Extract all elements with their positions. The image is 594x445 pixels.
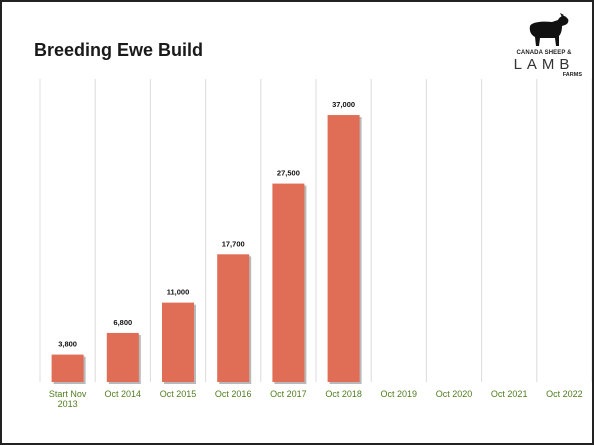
- x-tick-label: Oct 2015: [160, 389, 197, 399]
- bar: [272, 183, 305, 382]
- data-label: 3,800: [58, 340, 77, 349]
- x-tick-label: 2013: [58, 399, 78, 409]
- x-tick-label: Oct 2018: [325, 389, 362, 399]
- bar: [51, 354, 84, 382]
- data-label: 11,000: [167, 288, 190, 297]
- page-title: Breeding Ewe Build: [34, 40, 204, 60]
- x-tick-label: Oct 2020: [436, 389, 473, 399]
- logo: CANADA SHEEP & LAMB FARMS: [502, 12, 586, 92]
- x-tick-label: Oct 2016: [215, 389, 252, 399]
- data-label: 27,500: [277, 169, 300, 178]
- bar: [217, 254, 250, 382]
- x-tick-label: Oct 2017: [270, 389, 307, 399]
- bar: [106, 332, 139, 382]
- bar: [162, 302, 194, 382]
- x-tick-label: Oct 2019: [381, 389, 418, 399]
- logo-line2: LAMB: [513, 56, 575, 73]
- x-tick-label: Oct 2021: [491, 389, 528, 399]
- logo-line3: FARMS: [562, 72, 582, 78]
- bar: [327, 115, 360, 382]
- x-tick-label: Oct 2014: [105, 389, 142, 399]
- data-label: 37,000: [332, 100, 355, 109]
- x-tick-label: Start Nov: [49, 389, 87, 399]
- sheep-icon: [529, 13, 569, 46]
- data-label: 17,700: [222, 239, 245, 248]
- data-label: 6,800: [113, 318, 132, 327]
- x-tick-label: Oct 2022: [546, 389, 583, 399]
- logo-line1: CANADA SHEEP &: [516, 50, 572, 56]
